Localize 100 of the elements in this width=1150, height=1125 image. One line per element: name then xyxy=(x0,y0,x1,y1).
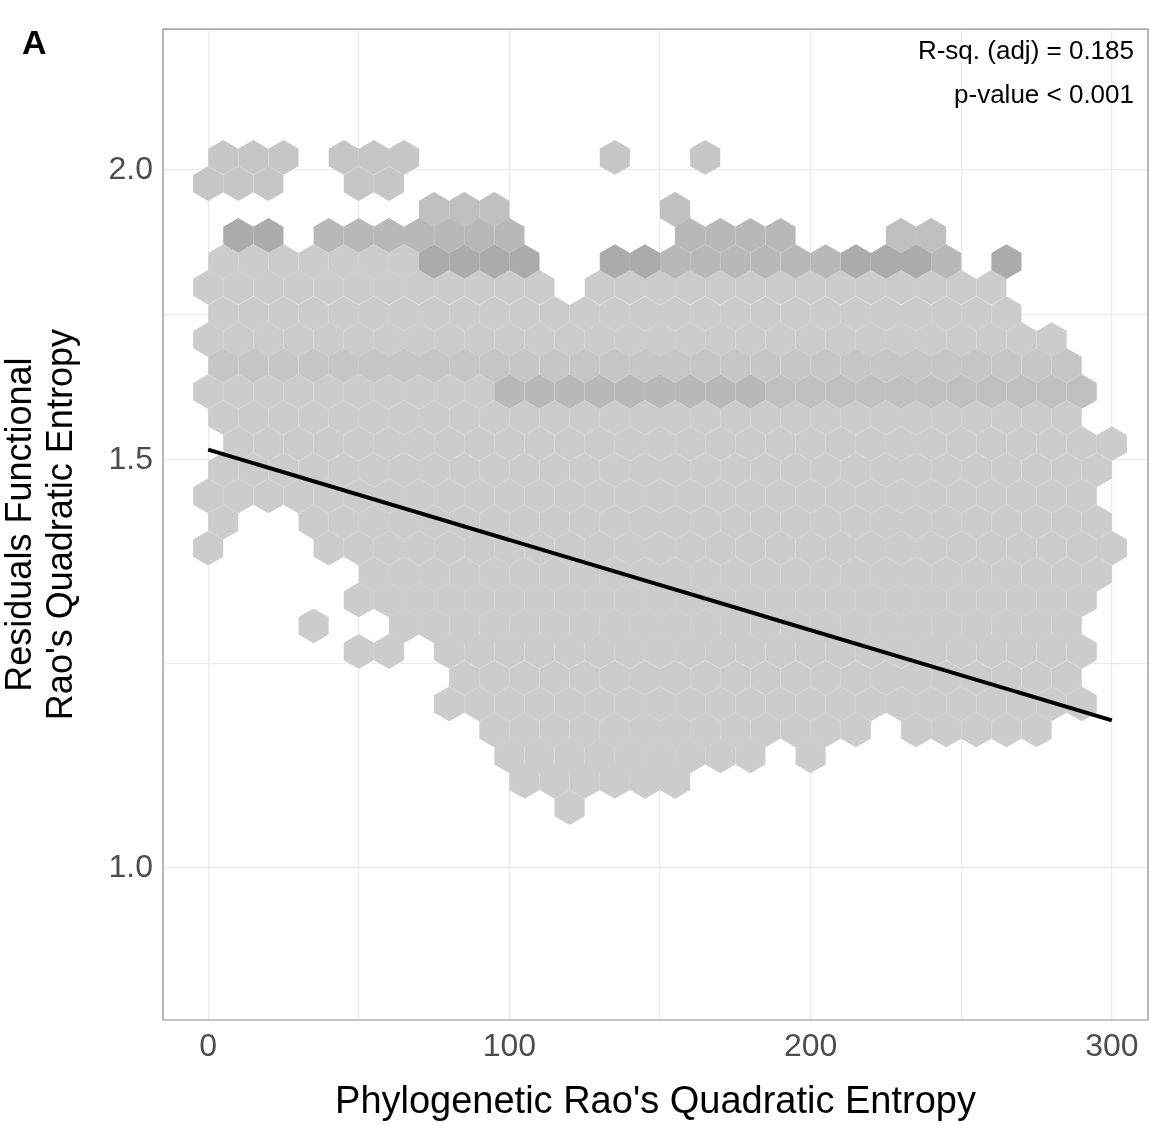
point xyxy=(193,269,224,305)
point xyxy=(629,348,661,383)
point xyxy=(780,400,811,436)
point xyxy=(750,348,781,383)
y-tick-label: 1.5 xyxy=(108,439,153,476)
point xyxy=(901,400,932,436)
point xyxy=(373,218,404,253)
point xyxy=(735,269,766,305)
annotation: R-sq. (adj) = 0.185 xyxy=(917,35,1134,66)
point xyxy=(629,763,661,799)
x-tick-label: 100 xyxy=(482,1027,537,1064)
point xyxy=(735,738,766,774)
point xyxy=(1051,660,1082,696)
point xyxy=(675,374,706,409)
point xyxy=(479,192,510,227)
point xyxy=(343,530,374,566)
point xyxy=(569,348,600,383)
point xyxy=(449,660,480,696)
point xyxy=(599,400,630,436)
point xyxy=(253,478,284,514)
point xyxy=(524,374,555,409)
point xyxy=(539,348,570,383)
point xyxy=(629,244,661,280)
point xyxy=(599,348,630,383)
point xyxy=(660,556,691,592)
point xyxy=(705,269,736,305)
point xyxy=(931,244,962,280)
point xyxy=(584,269,615,305)
point xyxy=(750,400,781,436)
point xyxy=(901,712,932,748)
point xyxy=(765,374,796,409)
point xyxy=(946,269,977,305)
point xyxy=(991,296,1022,332)
point xyxy=(208,452,239,488)
point xyxy=(268,244,299,280)
point xyxy=(193,322,224,357)
x-tick-label: 200 xyxy=(783,1027,838,1064)
point xyxy=(614,582,645,618)
point xyxy=(870,400,901,436)
point xyxy=(901,660,932,696)
point xyxy=(916,218,947,253)
point xyxy=(885,218,917,253)
point xyxy=(1006,322,1037,357)
point xyxy=(750,712,781,748)
point xyxy=(614,374,645,409)
point xyxy=(253,426,284,462)
point xyxy=(434,218,465,253)
point xyxy=(870,244,901,280)
point xyxy=(916,634,947,669)
point xyxy=(479,244,510,280)
point xyxy=(991,712,1022,748)
point xyxy=(283,478,314,514)
point xyxy=(1096,426,1127,462)
point xyxy=(660,763,691,799)
point xyxy=(358,140,389,175)
point xyxy=(268,140,299,175)
point xyxy=(554,374,585,409)
point xyxy=(750,244,781,280)
point xyxy=(690,140,721,175)
point xyxy=(208,244,239,280)
point xyxy=(644,374,676,409)
point xyxy=(780,712,811,748)
point xyxy=(358,556,389,592)
point xyxy=(825,374,856,409)
point xyxy=(1021,660,1052,696)
point xyxy=(1006,374,1037,409)
point xyxy=(1051,608,1082,644)
point xyxy=(1081,556,1112,592)
point xyxy=(313,530,344,566)
y-tick-label: 1.0 xyxy=(108,847,153,884)
point xyxy=(464,374,495,409)
point xyxy=(675,269,706,305)
point xyxy=(720,608,751,644)
point xyxy=(660,348,691,383)
point xyxy=(223,166,254,202)
point xyxy=(705,218,736,253)
point xyxy=(1081,504,1112,540)
point xyxy=(343,634,374,669)
point xyxy=(193,374,224,409)
point xyxy=(765,582,796,618)
point xyxy=(434,634,465,669)
x-tick-label: 300 xyxy=(1085,1027,1139,1064)
point xyxy=(464,530,495,566)
point xyxy=(1066,582,1097,618)
point xyxy=(765,218,796,253)
point xyxy=(735,374,766,409)
x-tick-label: 0 xyxy=(199,1027,218,1064)
point xyxy=(434,269,465,305)
point xyxy=(554,790,585,825)
point xyxy=(1021,348,1052,383)
point xyxy=(193,478,224,514)
point xyxy=(449,244,480,280)
point xyxy=(901,244,932,280)
point xyxy=(705,374,736,409)
point xyxy=(253,218,284,253)
point xyxy=(479,348,510,383)
point xyxy=(840,608,871,644)
point xyxy=(991,348,1022,383)
point xyxy=(855,269,886,305)
point xyxy=(780,244,811,280)
